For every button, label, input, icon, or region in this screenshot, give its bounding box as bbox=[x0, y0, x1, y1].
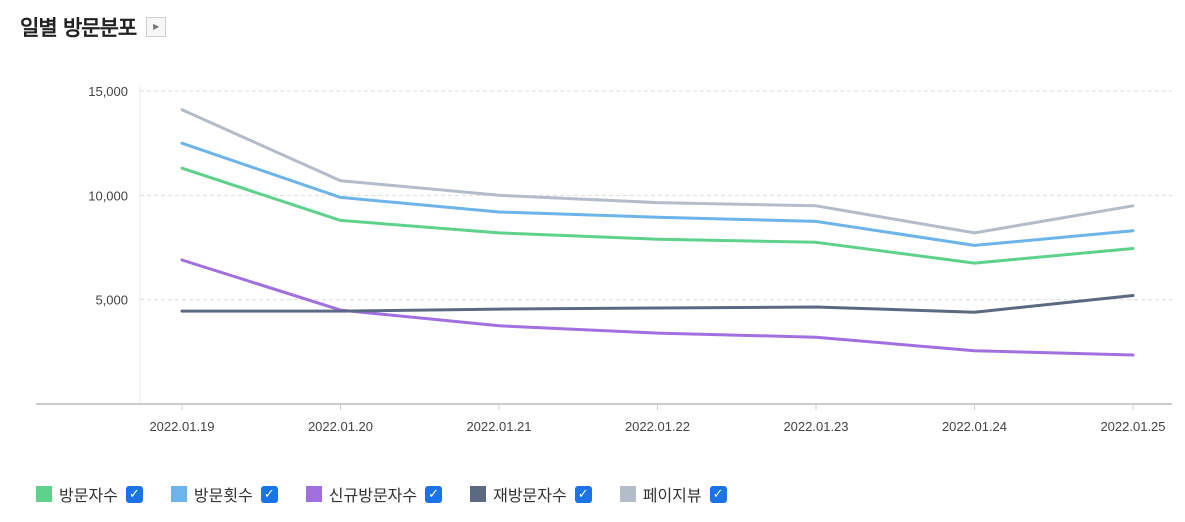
x-tick-label: 2022.01.25 bbox=[1100, 419, 1165, 434]
page-title: 일별 방문분포 bbox=[20, 16, 137, 40]
x-tick-label: 2022.01.23 bbox=[783, 419, 848, 434]
play-triangle-icon: ▶ bbox=[153, 22, 160, 31]
legend-checkbox[interactable]: ✓ bbox=[574, 485, 592, 503]
series-line bbox=[180, 141, 1135, 247]
x-tick-label: 2022.01.20 bbox=[308, 419, 373, 434]
chart-legend: 방문자수 ✓ 방문횟수 ✓ 신규방문자수 ✓ 재방문자수 ✓ 페이지뷰 ✓ bbox=[36, 482, 755, 506]
x-tick-label: 2022.01.21 bbox=[466, 419, 531, 434]
legend-checkbox[interactable]: ✓ bbox=[260, 485, 278, 503]
checkmark-icon: ✓ bbox=[428, 486, 440, 502]
legend-item[interactable]: 방문자수 ✓ bbox=[36, 482, 143, 506]
series-line bbox=[180, 108, 1135, 235]
legend-checkbox[interactable]: ✓ bbox=[709, 485, 727, 503]
legend-label: 방문횟수 bbox=[193, 486, 253, 505]
legend-swatch bbox=[305, 486, 322, 502]
x-tick-label: 2022.01.24 bbox=[942, 419, 1007, 434]
expand-button[interactable]: ▶ bbox=[146, 17, 167, 37]
x-tick-label: 2022.01.19 bbox=[149, 419, 214, 434]
series-line bbox=[180, 166, 1135, 265]
legend-checkbox[interactable]: ✓ bbox=[125, 485, 143, 503]
checkmark-icon: ✓ bbox=[263, 486, 275, 502]
checkmark-icon: ✓ bbox=[577, 486, 589, 502]
legend-swatch bbox=[36, 486, 52, 502]
legend-checkbox[interactable]: ✓ bbox=[425, 485, 443, 503]
legend-item[interactable]: 신규방문자수 ✓ bbox=[305, 482, 443, 506]
legend-item[interactable]: 페이지뷰 ✓ bbox=[619, 482, 727, 506]
checkmark-icon: ✓ bbox=[128, 486, 140, 502]
series-line bbox=[180, 294, 1135, 314]
legend-label: 방문자수 bbox=[59, 486, 118, 505]
legend-item[interactable]: 방문횟수 ✓ bbox=[170, 482, 278, 506]
legend-swatch bbox=[470, 486, 487, 502]
legend-item[interactable]: 재방문자수 ✓ bbox=[470, 482, 592, 506]
chart-header: 일별 방문분포 ▶ bbox=[20, 12, 167, 42]
checkmark-icon: ✓ bbox=[712, 486, 724, 502]
legend-swatch bbox=[619, 486, 636, 502]
legend-label: 페이지뷰 bbox=[642, 486, 702, 505]
y-tick-label: 15,000 bbox=[88, 84, 128, 99]
x-tick-label: 2022.01.22 bbox=[625, 419, 690, 434]
y-tick-label: 10,000 bbox=[88, 188, 128, 203]
legend-label: 재방문자수 bbox=[493, 486, 567, 505]
y-tick-label: 5,000 bbox=[95, 293, 128, 308]
legend-swatch bbox=[170, 486, 187, 502]
legend-label: 신규방문자수 bbox=[328, 486, 418, 505]
line-chart: 5,000 10,000 15,000 2022.01.19 2022.01.20 202… bbox=[36, 84, 1172, 434]
